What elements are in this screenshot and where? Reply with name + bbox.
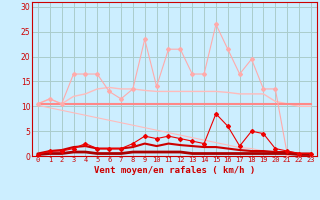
X-axis label: Vent moyen/en rafales ( km/h ): Vent moyen/en rafales ( km/h ) bbox=[94, 166, 255, 175]
